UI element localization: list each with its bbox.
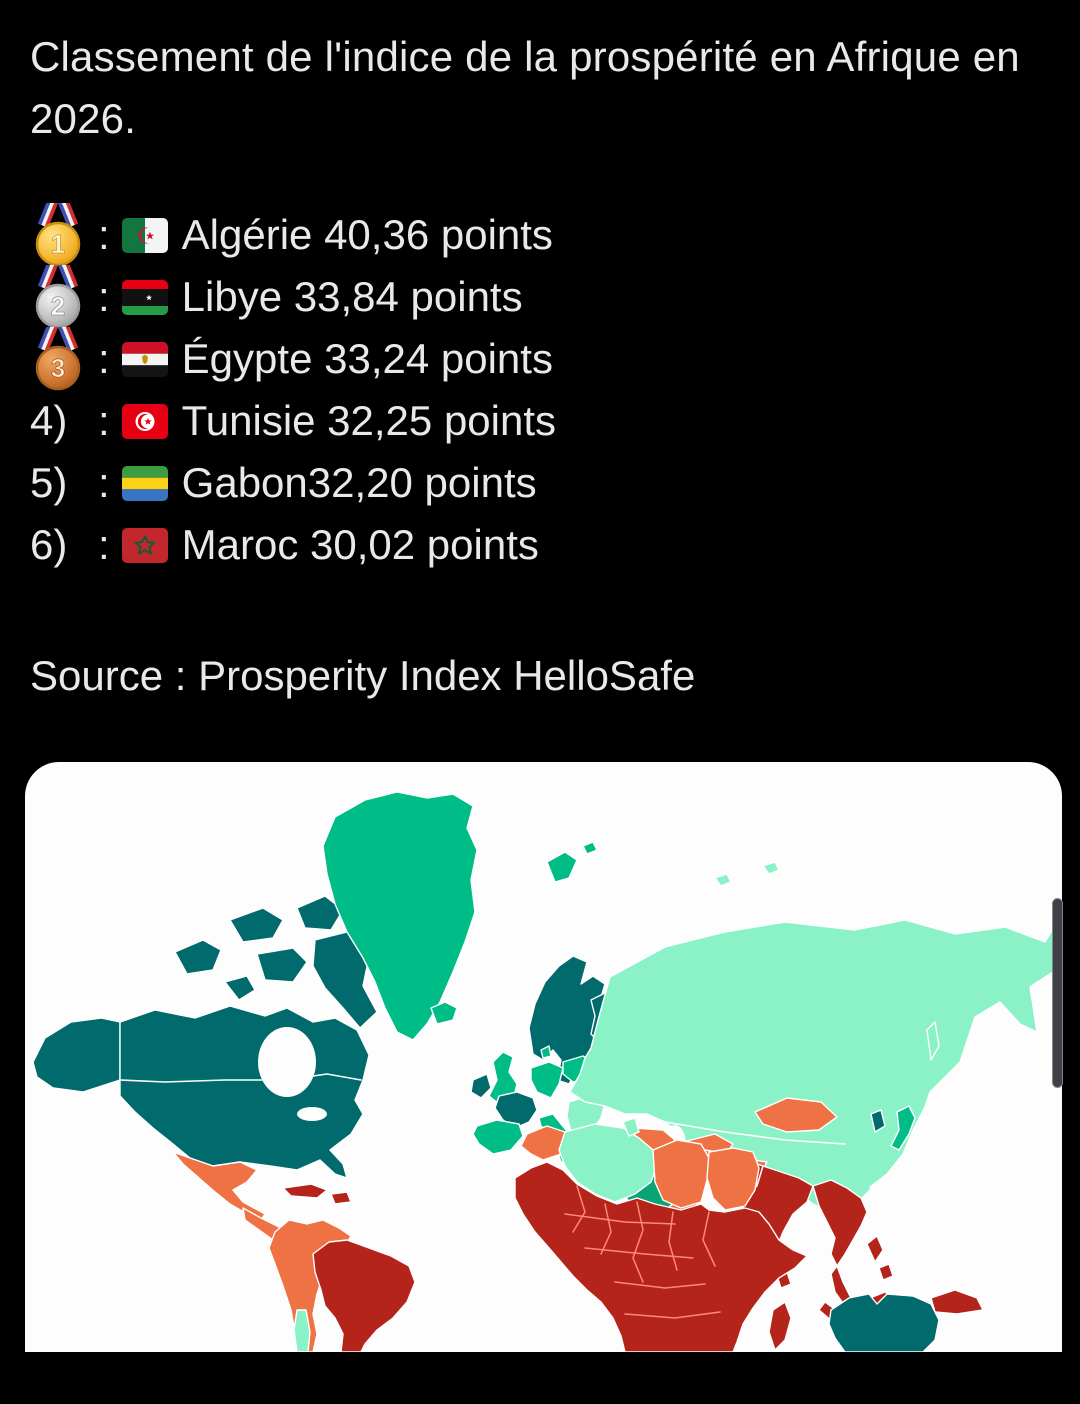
region-europe xyxy=(470,955,618,1163)
source-text: Source : Prosperity Index HelloSafe xyxy=(30,652,696,699)
svg-text:3: 3 xyxy=(51,353,65,383)
region-north-america xyxy=(32,895,378,1259)
ranking-row-1: 1 : Algérie 40,36 points xyxy=(30,203,556,267)
separator-colon: : xyxy=(98,211,110,258)
rank-number: 4) xyxy=(30,397,68,444)
region-japan xyxy=(890,1105,916,1151)
separator-colon: : xyxy=(98,521,110,568)
ranking-label: Égypte 33,24 points xyxy=(181,335,553,382)
region-korea xyxy=(870,1109,886,1133)
ranking-row-2: 2 : Libye 33,84 points xyxy=(30,265,556,329)
ranking-label: Tunisie 32,25 points xyxy=(181,397,557,444)
world-map-image xyxy=(32,791,1058,1352)
region-ireland xyxy=(470,1073,492,1099)
ranking-label: Gabon32,20 points xyxy=(181,459,537,506)
gold-medal-icon: 1 xyxy=(30,203,90,267)
region-oceania xyxy=(828,1293,940,1352)
region-chile xyxy=(293,1309,311,1352)
region-africa xyxy=(514,1117,808,1352)
region-brazil xyxy=(312,1239,416,1352)
separator-colon: : xyxy=(98,335,110,382)
separator-colon: : xyxy=(98,397,110,444)
rank-number: 5) xyxy=(30,459,68,506)
flag-morocco-icon xyxy=(121,527,168,563)
svg-text:1: 1 xyxy=(51,229,65,259)
scrollbar-thumb[interactable] xyxy=(1052,898,1063,1088)
region-canada-usa xyxy=(119,1005,370,1179)
ranking-row-3: 3 : Égypte 33,24 points xyxy=(30,327,556,391)
region-indochina xyxy=(812,1179,868,1267)
region-svalbard xyxy=(546,851,578,883)
flag-gabon-icon xyxy=(121,465,168,501)
region-tunisia xyxy=(622,1117,640,1137)
region-central-europe xyxy=(530,1061,564,1099)
region-egypt xyxy=(706,1147,760,1211)
region-cuba xyxy=(282,1183,328,1199)
svg-text:2: 2 xyxy=(51,291,65,321)
region-new-guinea xyxy=(930,1289,984,1315)
ranking-list: 1 : Algérie 40,36 points 2 : xyxy=(30,203,556,576)
ranking-row-4: 4) : Tunisie 32,25 points xyxy=(30,390,556,452)
silver-medal-icon: 2 xyxy=(30,265,90,329)
ranking-label: Maroc 30,02 points xyxy=(181,521,539,568)
region-alaska xyxy=(32,1017,121,1093)
flag-libya-icon xyxy=(121,279,168,315)
region-iberia xyxy=(472,1119,524,1155)
region-mongolia xyxy=(754,1097,838,1133)
region-france xyxy=(494,1091,538,1129)
post-title: Classement de l'indice de la prospérité … xyxy=(30,33,1020,142)
region-greenland-iceland xyxy=(322,791,598,1041)
region-philippines xyxy=(866,1235,884,1263)
post-body: Classement de l'indice de la prospérité … xyxy=(30,26,1040,150)
region-subsaharan-africa xyxy=(514,1161,808,1352)
region-madagascar xyxy=(768,1301,792,1351)
separator-colon: : xyxy=(98,459,110,506)
ranking-label: Libye 33,84 points xyxy=(181,273,523,320)
ranking-label: Algérie 40,36 points xyxy=(181,211,553,258)
flag-tunisia-icon xyxy=(121,403,168,439)
region-iceland xyxy=(430,1001,458,1025)
region-libya xyxy=(652,1139,710,1209)
flag-algeria-icon xyxy=(121,217,168,253)
region-mexico xyxy=(172,1151,266,1221)
flag-egypt-icon xyxy=(121,341,168,377)
region-south-america xyxy=(268,1219,416,1352)
region-greenland xyxy=(322,791,478,1041)
rank-number: 6) xyxy=(30,521,68,568)
ranking-row-6: 6) : Maroc 30,02 points xyxy=(30,514,556,576)
ranking-row-5: 5) : Gabon32,20 points xyxy=(30,452,556,514)
bronze-medal-icon: 3 xyxy=(30,327,90,391)
region-australia xyxy=(828,1293,940,1352)
post-image[interactable] xyxy=(25,762,1062,1352)
separator-colon: : xyxy=(98,273,110,320)
